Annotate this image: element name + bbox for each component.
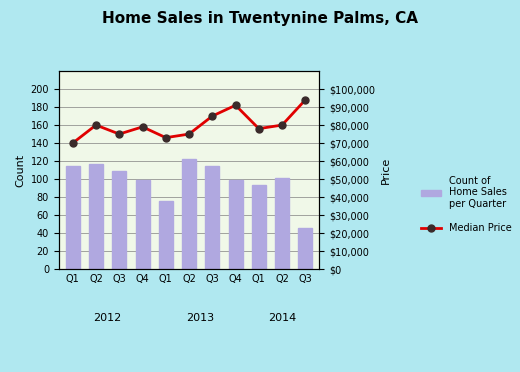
- Bar: [89, 164, 103, 269]
- Bar: [252, 185, 266, 269]
- Bar: [229, 180, 242, 269]
- Bar: [275, 178, 289, 269]
- Y-axis label: Count: Count: [15, 154, 25, 187]
- Text: 2014: 2014: [268, 313, 296, 323]
- Text: Home Sales in Twentynine Palms, CA: Home Sales in Twentynine Palms, CA: [102, 11, 418, 26]
- Bar: [136, 180, 150, 269]
- Bar: [159, 201, 173, 269]
- Bar: [182, 159, 196, 269]
- Text: 2012: 2012: [94, 313, 122, 323]
- Bar: [66, 166, 80, 269]
- Bar: [205, 166, 219, 269]
- Text: 2013: 2013: [187, 313, 215, 323]
- Y-axis label: Price: Price: [381, 157, 391, 184]
- Bar: [112, 171, 126, 269]
- Legend: Count of
Home Sales
per Quarter, Median Price: Count of Home Sales per Quarter, Median …: [418, 172, 515, 237]
- Bar: [298, 228, 313, 269]
